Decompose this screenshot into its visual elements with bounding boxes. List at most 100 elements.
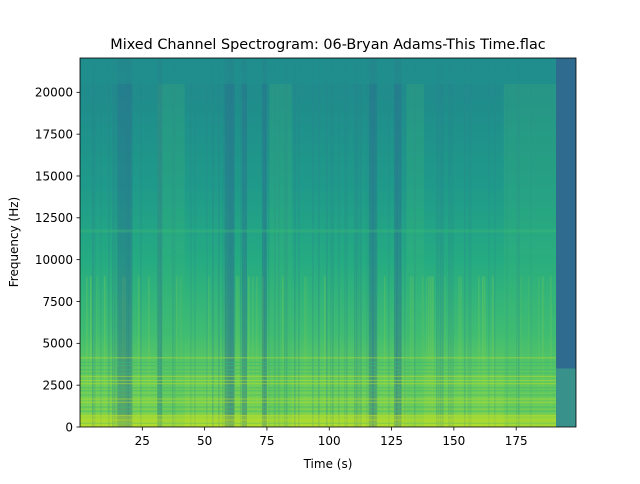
quiet-region — [394, 58, 402, 427]
x-tick-label: 50 — [197, 434, 212, 448]
plot-frame — [79, 57, 577, 428]
harmonic-band — [80, 361, 557, 363]
spectrogram-stripe — [222, 58, 224, 427]
spectrogram-stripe — [208, 276, 210, 427]
spectrogram-stripe — [464, 58, 466, 427]
spectrogram-stripe — [262, 276, 264, 427]
spectrogram-stripe — [176, 276, 178, 427]
loud-region — [269, 83, 292, 427]
harmonic-band — [80, 357, 557, 359]
spectrogram-stripe — [326, 58, 328, 427]
spectrogram-stripe — [530, 58, 532, 427]
spectrogram-stripe — [330, 58, 332, 427]
spectrogram-stripe — [256, 276, 258, 427]
spectrogram-stripe — [218, 58, 220, 427]
spectrogram-stripe — [368, 58, 370, 427]
spectrogram-stripe — [366, 58, 368, 427]
spectrogram-stripe — [194, 58, 196, 427]
spectrogram-stripe — [236, 276, 238, 427]
spectrogram-bands — [80, 229, 557, 427]
spectrogram-stripe — [452, 58, 454, 427]
spectrogram-stripe — [338, 58, 340, 427]
spectrogram-stripe — [240, 58, 242, 427]
spectrogram-stripe — [232, 58, 234, 427]
harmonic-band — [80, 394, 557, 396]
harmonic-band — [80, 401, 557, 403]
spectrogram-stripe — [468, 58, 470, 427]
spectrogram-stripe — [138, 276, 140, 427]
spectrogram-stripe — [430, 276, 432, 427]
spectrogram-stripe — [94, 58, 96, 427]
spectrogram-stripe — [388, 58, 390, 427]
x-tick-label: 100 — [318, 434, 341, 448]
spectrogram-stripe — [488, 58, 490, 427]
y-tick-label: 20000 — [35, 86, 73, 100]
spectrogram-stripe — [518, 58, 520, 427]
spectrogram-stripe — [96, 276, 98, 427]
spectrogram-stripe — [284, 58, 286, 427]
spectrogram-background — [80, 58, 576, 427]
quiet-region — [261, 58, 267, 427]
y-tick-label: 7500 — [42, 295, 73, 309]
harmonic-band — [80, 387, 557, 389]
spectrogram-stripe — [160, 58, 162, 427]
spectrogram-stripe — [358, 58, 360, 427]
y-tick-label: 10000 — [35, 253, 73, 267]
spectrogram-stripe — [114, 58, 116, 427]
spectrogram-stripe — [448, 58, 450, 427]
plot-area — [80, 58, 576, 427]
spectrogram-stripe — [116, 58, 118, 427]
spectrogram-stripe — [538, 276, 540, 427]
spectrogram-stripe — [414, 58, 416, 427]
high-frequency-cutoff-band — [80, 58, 557, 84]
spectrogram-stripe — [422, 276, 424, 427]
spectrogram-stripe — [148, 276, 150, 427]
y-tick-label: 0 — [65, 420, 73, 434]
spectrogram-stripe — [376, 58, 378, 427]
spectrogram-stripe — [212, 58, 214, 427]
spectrogram-stripe — [206, 58, 208, 427]
spectrogram-stripe — [298, 58, 300, 427]
spectrogram-stripe — [478, 276, 480, 427]
spectrogram-stripe — [412, 276, 414, 427]
spectrogram-stripe — [444, 276, 446, 427]
y-tick-label: 12500 — [35, 211, 73, 225]
spectrogram-stripe — [372, 58, 374, 427]
mid-frequency-band — [80, 229, 557, 233]
x-axis: 25 50 75 100 125 150 175 — [135, 427, 528, 448]
spectrogram-stripe — [122, 276, 124, 427]
spectrogram-stripe — [286, 58, 288, 427]
harmonic-band — [80, 379, 557, 382]
spectrogram-stripe — [384, 276, 386, 427]
harmonic-band — [80, 410, 557, 412]
spectrogram-stripe — [174, 58, 176, 427]
track-end-low-residue — [556, 368, 576, 427]
spectrogram-stripe — [274, 58, 276, 427]
spectrogram-stripe — [282, 276, 284, 427]
spectrogram-stripe — [438, 58, 440, 427]
harmonic-band — [80, 414, 557, 417]
spectrogram-stripe — [550, 276, 552, 427]
spectrogram-stripe — [404, 58, 406, 427]
spectrogram-stripe — [396, 58, 398, 427]
spectrogram-stripe — [432, 276, 434, 427]
y-tick-label: 15000 — [35, 169, 73, 183]
spectrogram-stripe — [180, 276, 182, 427]
x-tick-label: 150 — [442, 434, 465, 448]
spectrogram-stripe — [248, 276, 250, 427]
spectrogram-stripe — [140, 58, 142, 427]
track-end-silence — [556, 58, 576, 427]
spectrogram-stripe — [346, 58, 348, 427]
harmonic-band — [80, 422, 557, 425]
spectrogram-stripe — [318, 58, 320, 427]
spectrogram-stripe — [436, 58, 438, 427]
quiet-region — [224, 58, 235, 427]
spectrogram-stripe — [440, 58, 442, 427]
spectrogram-stripe — [324, 276, 326, 427]
spectrogram-stripe — [108, 58, 110, 427]
spectrogram-stripe — [520, 276, 522, 427]
spectrogram-stripe — [128, 58, 130, 427]
y-axis-label: Frequency (Hz) — [7, 197, 21, 288]
harmonic-band — [80, 369, 557, 371]
